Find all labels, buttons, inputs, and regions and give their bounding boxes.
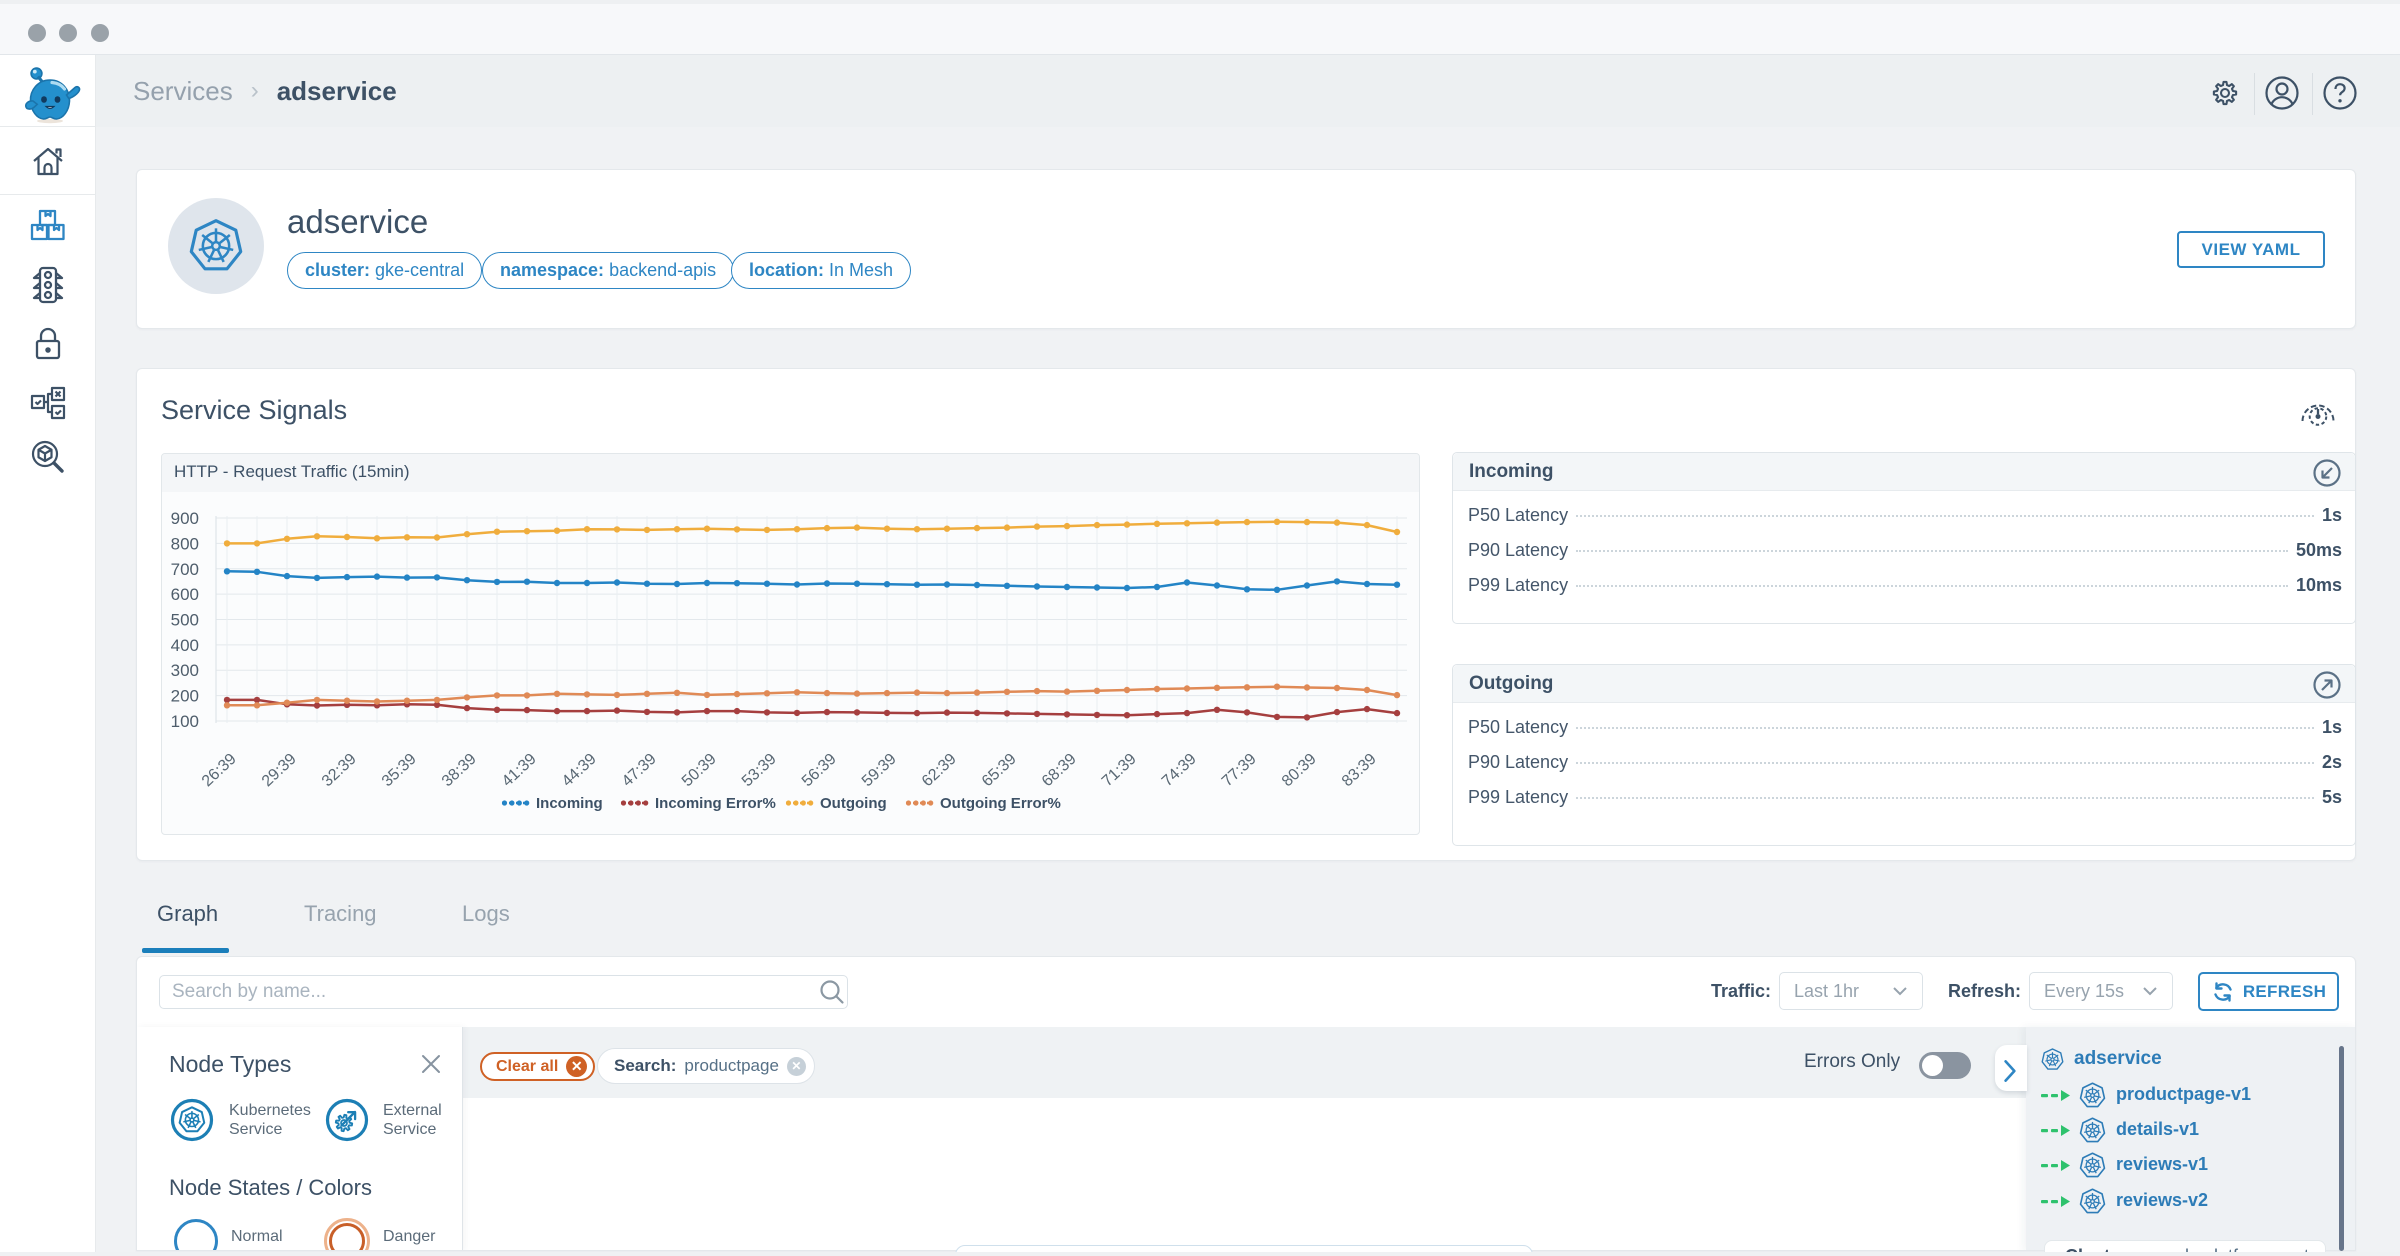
svg-text:900: 900 xyxy=(171,509,199,528)
svg-text:200: 200 xyxy=(171,687,199,706)
svg-text:100: 100 xyxy=(171,712,199,731)
svg-text:65:39: 65:39 xyxy=(979,750,1020,790)
svg-text:53:39: 53:39 xyxy=(739,750,780,790)
svg-text:50:39: 50:39 xyxy=(679,750,720,790)
svg-text:26:39: 26:39 xyxy=(199,750,240,790)
svg-text:77:39: 77:39 xyxy=(1219,750,1260,790)
svg-text:600: 600 xyxy=(171,585,199,604)
svg-text:Incoming: Incoming xyxy=(536,795,603,812)
svg-text:62:39: 62:39 xyxy=(919,750,960,790)
svg-text:74:39: 74:39 xyxy=(1159,750,1200,790)
svg-text:500: 500 xyxy=(171,611,199,630)
svg-text:700: 700 xyxy=(171,560,199,579)
svg-text:59:39: 59:39 xyxy=(859,750,900,790)
svg-text:71:39: 71:39 xyxy=(1099,750,1140,790)
svg-text:41:39: 41:39 xyxy=(499,750,540,790)
svg-text:29:39: 29:39 xyxy=(259,750,300,790)
svg-text:Outgoing: Outgoing xyxy=(820,795,887,812)
svg-text:35:39: 35:39 xyxy=(379,750,420,790)
svg-text:38:39: 38:39 xyxy=(439,750,480,790)
svg-text:300: 300 xyxy=(171,661,199,680)
svg-text:Incoming Error%: Incoming Error% xyxy=(655,795,776,812)
svg-text:80:39: 80:39 xyxy=(1279,750,1320,790)
svg-text:47:39: 47:39 xyxy=(619,750,660,790)
svg-text:400: 400 xyxy=(171,636,199,655)
svg-text:44:39: 44:39 xyxy=(559,750,600,790)
svg-text:800: 800 xyxy=(171,534,199,553)
svg-text:Outgoing Error%: Outgoing Error% xyxy=(940,795,1061,812)
svg-text:68:39: 68:39 xyxy=(1039,750,1080,790)
svg-text:32:39: 32:39 xyxy=(319,750,360,790)
svg-text:56:39: 56:39 xyxy=(799,750,840,790)
svg-text:83:39: 83:39 xyxy=(1339,750,1380,790)
